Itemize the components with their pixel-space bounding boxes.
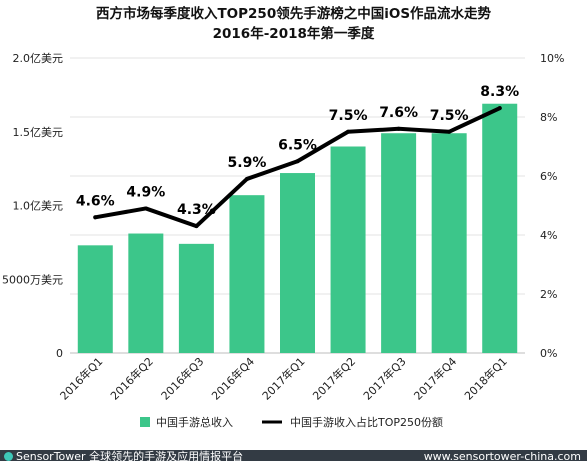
x-tick-label: 2016年Q1 (57, 354, 106, 403)
share-point (93, 215, 98, 220)
left-axis-tick-label: 2.0亿美元 (13, 52, 64, 65)
left-axis: 0 5000万美元 1.0亿美元 1.5亿美元 2.0亿美元 (2, 52, 63, 360)
x-tick-label: 2016年Q3 (158, 354, 207, 403)
share-data-label: 5.9% (228, 155, 267, 171)
share-point (447, 129, 452, 134)
share-point (396, 126, 401, 131)
right-axis-tick-label: 2% (540, 288, 557, 301)
share-data-label: 4.3% (177, 202, 216, 218)
sensortower-logo-icon (4, 452, 13, 461)
share-point (244, 176, 249, 181)
right-axis-tick-label: 0% (540, 347, 557, 360)
footer-brand-text: SensorTower 全球领先的手游及应用情报平台 (16, 450, 244, 461)
share-data-label: 8.3% (480, 84, 519, 100)
share-data-label: 7.5% (430, 108, 469, 124)
footer-bar: SensorTower 全球领先的手游及应用情报平台 www.sensortow… (0, 450, 587, 461)
chart-title-line-1: 西方市场每季度收入TOP250领先手游榜之中国iOS作品流水走势 (95, 6, 492, 22)
x-axis: 2016年Q1 2016年Q2 2016年Q3 2016年Q4 2017年Q1 2017年… (57, 354, 510, 403)
share-data-label: 6.5% (278, 137, 317, 153)
share-data-label: 7.6% (379, 105, 418, 121)
chart: 4.6% 4.9% 4.3% 5.9% 6.5% 7.5% 7.6% 7.5% 8.3% 0 50… (2, 52, 564, 429)
share-point (194, 224, 199, 229)
x-tick-label: 2016年Q4 (209, 354, 258, 403)
bar-2017年Q3 (381, 133, 417, 353)
left-axis-tick-label: 5000万美元 (2, 273, 63, 286)
x-tick-label: 2016年Q2 (107, 354, 156, 403)
bar-2016年Q3 (178, 243, 214, 353)
x-tick-label: 2017年Q4 (411, 354, 460, 403)
share-line (93, 106, 502, 229)
share-point (295, 159, 300, 164)
x-tick-label: 2017年Q1 (259, 354, 308, 403)
bar-2018年Q1 (482, 103, 518, 353)
point-labels: 4.6% 4.9% 4.3% 5.9% 6.5% 7.5% 7.6% 7.5% 8.3% (76, 84, 519, 218)
legend-line-label: 中国手游收入占比TOP250份额 (290, 415, 443, 429)
right-axis-tick-label: 4% (540, 229, 557, 242)
bar-2017年Q2 (330, 146, 366, 353)
share-point (497, 106, 502, 111)
share-data-label: 4.6% (76, 193, 115, 209)
x-tick-label: 2017年Q2 (310, 354, 359, 403)
bar-2017年Q4 (431, 133, 467, 353)
chart-title: 西方市场每季度收入TOP250领先手游榜之中国iOS作品流水走势 2016年-2… (0, 4, 587, 44)
share-point (346, 129, 351, 134)
footer-site: www.sensortower-china.com (423, 450, 581, 461)
legend: 中国手游总收入 中国手游收入占比TOP250份额 (140, 415, 443, 429)
left-axis-tick-label: 1.0亿美元 (13, 200, 64, 213)
right-axis-tick-label: 10% (540, 52, 564, 65)
x-tick-label: 2018年Q1 (461, 354, 510, 403)
footer-brand: SensorTower 全球领先的手游及应用情报平台 (4, 451, 243, 461)
bars (77, 103, 518, 353)
chart-title-line-2: 2016年-2018年第一季度 (212, 26, 375, 42)
right-axis-tick-label: 8% (540, 111, 557, 124)
bar-2017年Q1 (280, 173, 315, 353)
right-axis-tick-label: 6% (540, 170, 557, 183)
legend-bar-label: 中国手游总收入 (156, 415, 233, 429)
left-axis-tick-label: 0 (56, 347, 63, 360)
share-point (143, 206, 148, 211)
right-axis: 0% 2% 4% 6% 8% 10% (540, 52, 564, 360)
x-tick-label: 2017年Q3 (360, 354, 409, 403)
bar-2016年Q2 (128, 233, 164, 353)
share-data-label: 7.5% (329, 108, 368, 124)
share-data-label: 4.9% (126, 184, 165, 200)
legend-bar-swatch (140, 417, 150, 427)
left-axis-tick-label: 1.5亿美元 (13, 126, 64, 139)
bar-2016年Q1 (77, 245, 113, 353)
bar-2016年Q4 (229, 195, 265, 353)
